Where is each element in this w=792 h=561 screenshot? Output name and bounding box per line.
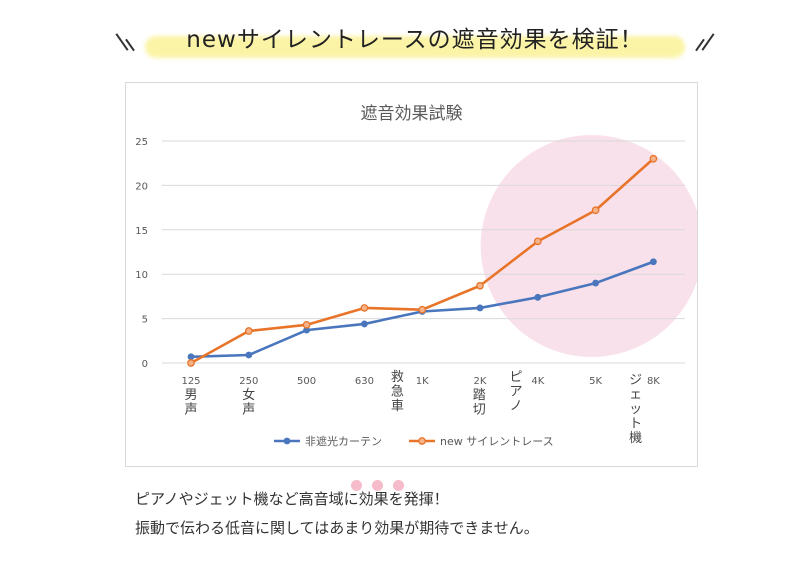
caption-line-2: 振動で伝わる低音に関してはあまり効果が期待できません。 <box>135 519 539 537</box>
x-tick-label: 1K <box>416 376 429 387</box>
category-note-char: 急 <box>391 385 404 400</box>
legend-marker <box>418 437 426 445</box>
data-point <box>418 305 427 314</box>
data-point <box>245 351 253 359</box>
category-note-char: 機 <box>629 431 642 446</box>
data-point <box>476 281 484 290</box>
category-note-char: ッ <box>629 402 642 417</box>
category-note-char: 踏 <box>473 388 486 403</box>
y-tick-label: 25 <box>135 137 148 148</box>
caption-line-1: ピアノやジェット機など高音域に効果を発揮！ <box>135 490 449 508</box>
legend-label: 非遮光カーテン <box>305 434 382 448</box>
data-point <box>361 320 368 328</box>
y-tick-label: 15 <box>135 226 148 237</box>
data-point <box>187 359 195 367</box>
category-note-char: ト <box>629 417 642 432</box>
category-note-char: 女 <box>242 387 255 403</box>
decor-dot <box>372 480 383 491</box>
decor-dot <box>351 480 362 491</box>
decor-dot <box>393 480 404 491</box>
category-note-char: 声 <box>242 403 255 418</box>
category-note-char: ピ <box>509 370 522 385</box>
x-tick-label: 250 <box>239 376 258 387</box>
y-tick-label: 20 <box>135 181 148 192</box>
highlight-circle <box>480 135 697 357</box>
y-tick-label: 0 <box>142 359 148 370</box>
x-tick-label: 125 <box>181 376 200 387</box>
category-note-char: ア <box>509 385 522 400</box>
category-note-char: ノ <box>509 399 522 414</box>
category-note-char: ェ <box>629 388 642 403</box>
headline-text: newサイレントレースの遮音効果を検証！ <box>186 27 644 53</box>
category-note-char: 車 <box>391 399 404 414</box>
data-point <box>592 279 599 287</box>
category-note-char: 救 <box>391 369 404 385</box>
category-note-char: 切 <box>473 403 486 418</box>
y-tick-label: 10 <box>135 270 148 281</box>
y-tick-label: 5 <box>142 315 148 326</box>
data-point <box>303 326 310 334</box>
data-point <box>649 154 658 163</box>
x-tick-label: 500 <box>297 376 316 387</box>
data-point <box>476 304 484 312</box>
category-note-char: 男 <box>184 388 197 403</box>
data-point <box>591 206 600 215</box>
category-note-char: ジ <box>629 373 642 388</box>
chart-panel: 遮音効果試験 0 5 10 15 20 25 125 250 500 630 1K 2K 4K 5K 8K 男… <box>125 82 698 467</box>
x-tick-label: 2K <box>474 376 487 387</box>
x-tick-label: 4K <box>531 376 544 387</box>
data-point <box>302 320 311 329</box>
x-tick-label: 630 <box>355 376 374 387</box>
x-tick-label: 5K <box>589 376 602 387</box>
data-point <box>187 353 195 361</box>
legend-label: new サイレントレース <box>440 435 554 448</box>
category-note-char: 声 <box>184 403 197 418</box>
headline-highlight <box>145 36 685 58</box>
data-point <box>360 304 369 312</box>
data-point <box>534 293 542 301</box>
x-tick-label: 8K <box>647 376 660 387</box>
data-point <box>650 258 657 266</box>
legend-marker <box>283 437 291 445</box>
data-point <box>244 327 253 335</box>
data-point <box>533 237 542 246</box>
chart-title: 遮音効果試験 <box>360 104 463 124</box>
headline: newサイレントレースの遮音効果を検証！ <box>115 14 715 64</box>
